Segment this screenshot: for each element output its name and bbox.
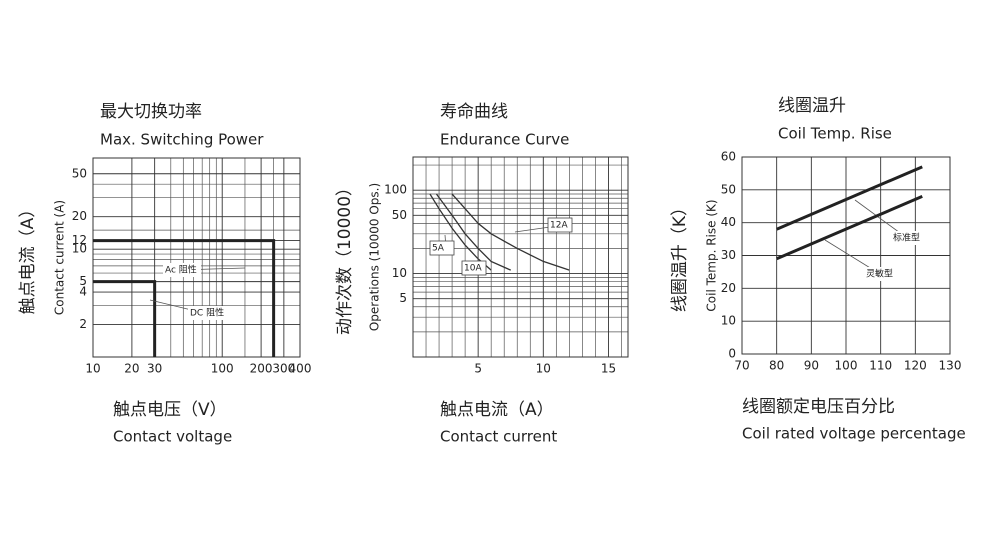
y-tick-label: 100 [384, 183, 407, 197]
series-label: 标准型 [893, 232, 920, 244]
series-line [451, 193, 570, 271]
y-tick-label: 0 [728, 347, 736, 361]
chart-subtitle: Endurance Curve [440, 131, 569, 149]
label-box [547, 217, 573, 233]
x-tick-label: 15 [601, 362, 616, 376]
y-tick-label: 40 [721, 215, 736, 229]
x-tick-label: 70 [734, 359, 749, 373]
y-tick-label: 20 [72, 209, 87, 223]
y-axis-label: 线圈温升（K） [670, 199, 690, 312]
x-tick-label: 20 [124, 362, 139, 376]
chart-title: 寿命曲线 [440, 102, 508, 122]
x-axis-label: 触点电流（A） [440, 400, 554, 420]
label-bg [864, 267, 902, 281]
x-tick-label: 110 [869, 359, 892, 373]
x-axis-label-en: Coil rated voltage percentage [742, 425, 966, 443]
y-tick-label: 60 [721, 150, 736, 164]
x-tick-label: 30 [147, 362, 162, 376]
label-box [461, 260, 487, 276]
y-tick-label: 5 [399, 291, 407, 305]
x-tick-label: 130 [939, 359, 962, 373]
series-label: 12A [550, 221, 568, 231]
y-tick-label: 50 [721, 182, 736, 196]
x-tick-label: 10 [85, 362, 100, 376]
y-tick-label: 30 [721, 248, 736, 262]
series-label: DC 阻性 [190, 307, 224, 319]
y-axis-label: 触点电流（A） [18, 201, 38, 315]
x-tick-label: 120 [904, 359, 927, 373]
y-tick-label: 10 [392, 266, 407, 280]
label-box [429, 240, 455, 256]
y-tick-label: 5 [79, 274, 87, 288]
plot-frame [92, 157, 301, 358]
x-tick-label: 100 [211, 362, 234, 376]
y-tick-label: 50 [392, 208, 407, 222]
plot-frame [741, 156, 951, 355]
x-tick-label: 200 [250, 362, 273, 376]
x-tick-label: 5 [474, 362, 482, 376]
y-tick-label: 4 [79, 285, 87, 299]
y-tick-label: 12 [72, 233, 87, 247]
series-label: Ac 阻性 [165, 264, 197, 276]
y-tick-label: 50 [72, 166, 87, 180]
y-tick-label: 20 [721, 281, 736, 295]
y-tick-label: 2 [79, 317, 87, 331]
series-line [776, 195, 923, 261]
y-axis-label-en: Coil Temp. Rise (K) [705, 199, 719, 311]
x-tick-label: 300 [272, 362, 295, 376]
x-tick-label: 80 [769, 359, 784, 373]
series-line [93, 280, 157, 357]
chart-title: 线圈温升 [778, 96, 846, 116]
series-label: 灵敏型 [866, 268, 893, 280]
y-axis-label-en: Operations (10000 Ops.) [368, 183, 382, 331]
plot-frame [412, 156, 629, 358]
label-bg [188, 306, 226, 320]
y-axis-label: 动作次数（10000） [335, 179, 355, 335]
x-axis-label: 线圈额定电压百分比 [742, 397, 895, 417]
label-bg [163, 263, 201, 277]
series-label: 10A [464, 264, 482, 274]
y-axis-label-en: Contact current (A) [53, 200, 67, 315]
y-tick-label: 10 [721, 314, 736, 328]
x-tick-label: 90 [804, 359, 819, 373]
label-bg [891, 231, 929, 245]
chart-subtitle: Max. Switching Power [100, 131, 264, 149]
x-tick-label: 10 [536, 362, 551, 376]
y-tick-label: 10 [72, 242, 87, 256]
x-axis-label-en: Contact voltage [113, 428, 232, 446]
series-line [435, 193, 511, 271]
x-axis-label-en: Contact current [440, 428, 557, 446]
x-tick-label: 100 [835, 359, 858, 373]
x-tick-label: 400 [289, 362, 312, 376]
series-line [776, 165, 923, 231]
x-axis-label: 触点电压（V） [113, 400, 227, 420]
series-line [93, 239, 276, 357]
chart-title: 最大切换功率 [100, 102, 202, 122]
chart-subtitle: Coil Temp. Rise [778, 125, 892, 143]
series-label: 5A [432, 244, 445, 254]
